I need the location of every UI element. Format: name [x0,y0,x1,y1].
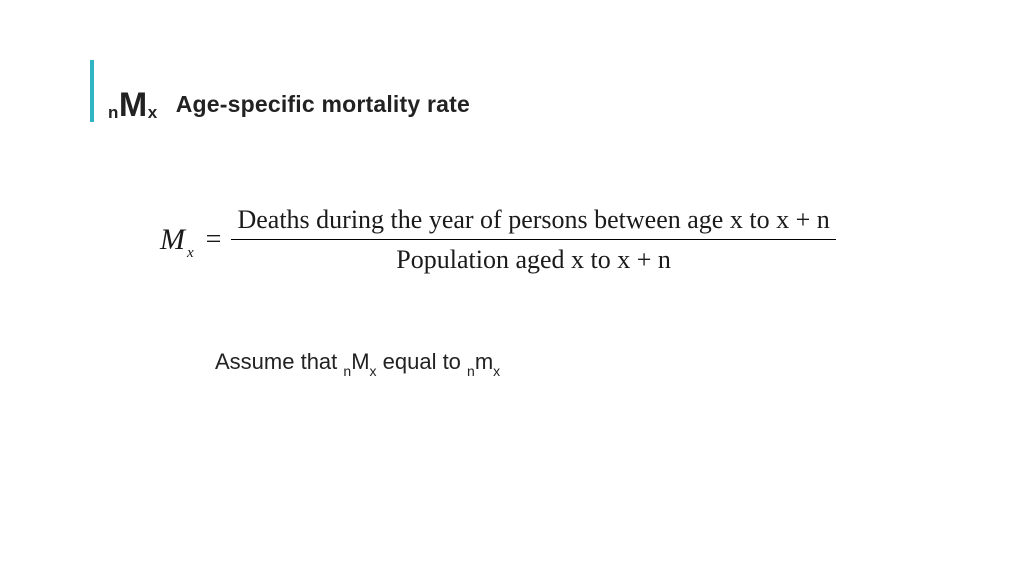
formula-lhs-sub: x [187,245,194,261]
fraction: Deaths during the year of persons betwee… [231,202,835,277]
assumption-line: Assume that nMx equal to nmx [215,349,934,377]
assumption-t2-sub2: x [493,363,500,379]
numerator: Deaths during the year of persons betwee… [231,202,835,237]
assumption-t1-sub1: n [343,363,351,379]
formula-lhs: Mx [160,223,198,257]
title-symbol-post-sub: x [148,103,158,122]
title-symbol: nMx [108,88,158,122]
title-text: Age-specific mortality rate [176,91,470,122]
assumption-t2-sub1: n [467,363,475,379]
assumption-t1-main: M [351,349,369,374]
assumption-pre: Assume that [215,349,343,374]
fraction-bar [231,239,835,240]
assumption-mid: equal to [377,349,468,374]
slide-title: nMx Age-specific mortality rate [90,60,934,122]
denominator: Population aged x to x + n [390,242,677,277]
formula: Mx = Deaths during the year of persons b… [160,202,934,277]
formula-lhs-main: M [160,223,185,256]
assumption-t2-main: m [475,349,493,374]
equals-sign: = [198,224,232,256]
assumption-t1-sub2: x [370,363,377,379]
title-symbol-pre-sub: n [108,103,119,122]
title-symbol-main: M [119,86,148,124]
slide: nMx Age-specific mortality rate Mx = Dea… [0,0,1024,576]
